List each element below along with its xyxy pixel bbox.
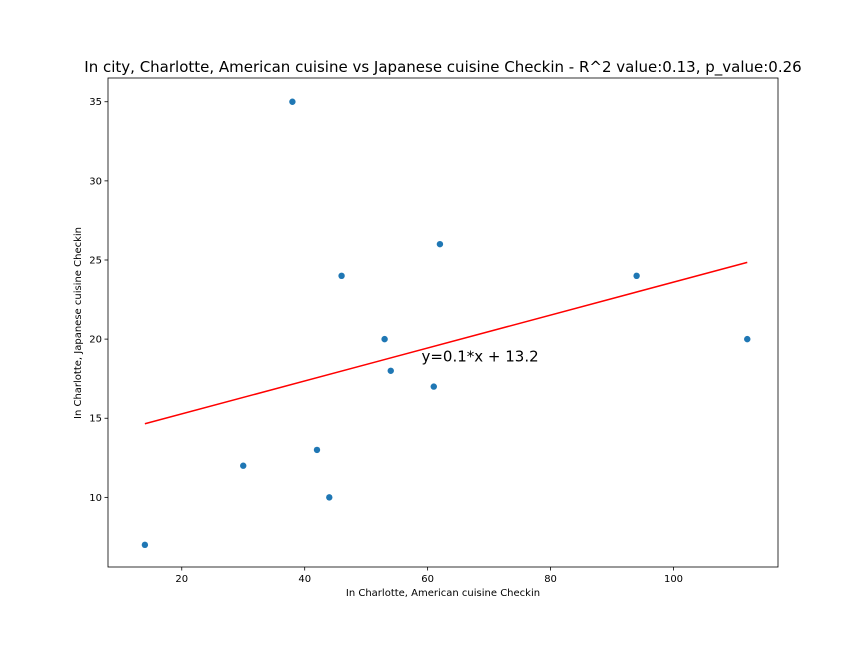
x-tick-label: 60 — [421, 574, 434, 585]
y-tick-label: 10 — [89, 493, 102, 504]
y-tick-label: 25 — [89, 255, 102, 266]
y-tick-label: 15 — [89, 414, 102, 425]
data-point — [430, 383, 437, 390]
x-axis-label: In Charlotte, American cuisine Checkin — [346, 588, 540, 599]
data-point — [387, 367, 394, 374]
plot-area: 20 40 60 80 100 10 15 20 25 30 35 y=0.1*x + 13.2 — [89, 77, 779, 585]
chart-title: In city, Charlotte, American cuisine vs … — [84, 58, 801, 77]
x-tick-label: 100 — [664, 574, 683, 585]
axes-frame — [107, 77, 779, 568]
y-tick-label: 30 — [89, 176, 102, 187]
data-point — [436, 240, 444, 248]
data-point — [289, 98, 296, 105]
y-tick-label: 20 — [89, 335, 102, 346]
y-tick-label: 35 — [89, 97, 102, 108]
x-tick-label: 80 — [544, 574, 557, 585]
data-point — [633, 272, 640, 280]
regression-line — [144, 261, 748, 425]
regression-equation: y=0.1*x + 13.2 — [421, 347, 538, 365]
data-point — [326, 494, 333, 501]
data-point — [313, 446, 321, 454]
data-point — [338, 272, 345, 280]
data-point — [141, 541, 149, 549]
y-axis-label: In Charlotte, Japanese cuisine Checkin — [73, 227, 84, 419]
data-point — [744, 335, 751, 343]
x-tick-label: 20 — [175, 574, 188, 585]
x-tick-label: 40 — [298, 574, 311, 585]
data-point — [381, 335, 388, 343]
data-point — [240, 462, 247, 469]
